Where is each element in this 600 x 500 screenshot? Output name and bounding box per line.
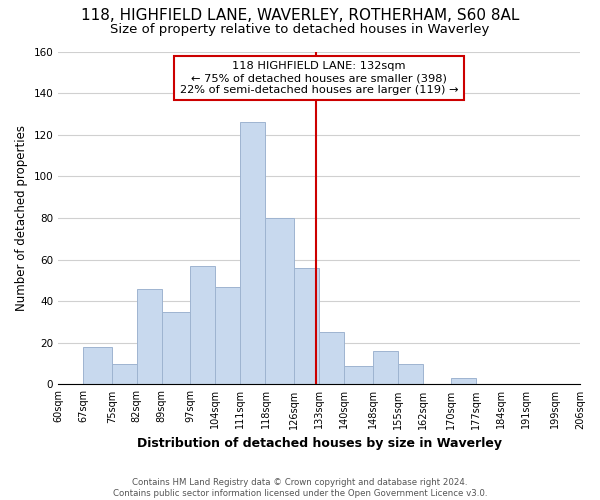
Bar bbox=[190, 266, 215, 384]
X-axis label: Distribution of detached houses by size in Waverley: Distribution of detached houses by size … bbox=[137, 437, 502, 450]
Bar bbox=[344, 366, 373, 384]
Bar bbox=[215, 286, 241, 384]
Bar bbox=[112, 364, 137, 384]
Text: Size of property relative to detached houses in Waverley: Size of property relative to detached ho… bbox=[110, 22, 490, 36]
Bar bbox=[319, 332, 344, 384]
Text: 118 HIGHFIELD LANE: 132sqm
← 75% of detached houses are smaller (398)
22% of sem: 118 HIGHFIELD LANE: 132sqm ← 75% of deta… bbox=[180, 62, 458, 94]
Bar bbox=[162, 312, 190, 384]
Text: 118, HIGHFIELD LANE, WAVERLEY, ROTHERHAM, S60 8AL: 118, HIGHFIELD LANE, WAVERLEY, ROTHERHAM… bbox=[81, 8, 519, 22]
Bar bbox=[241, 122, 265, 384]
Bar bbox=[294, 268, 319, 384]
Bar bbox=[398, 364, 423, 384]
Bar bbox=[83, 347, 112, 385]
Bar bbox=[137, 288, 162, 384]
Bar bbox=[451, 378, 476, 384]
Bar bbox=[373, 351, 398, 384]
Y-axis label: Number of detached properties: Number of detached properties bbox=[15, 125, 28, 311]
Text: Contains HM Land Registry data © Crown copyright and database right 2024.
Contai: Contains HM Land Registry data © Crown c… bbox=[113, 478, 487, 498]
Bar bbox=[265, 218, 294, 384]
